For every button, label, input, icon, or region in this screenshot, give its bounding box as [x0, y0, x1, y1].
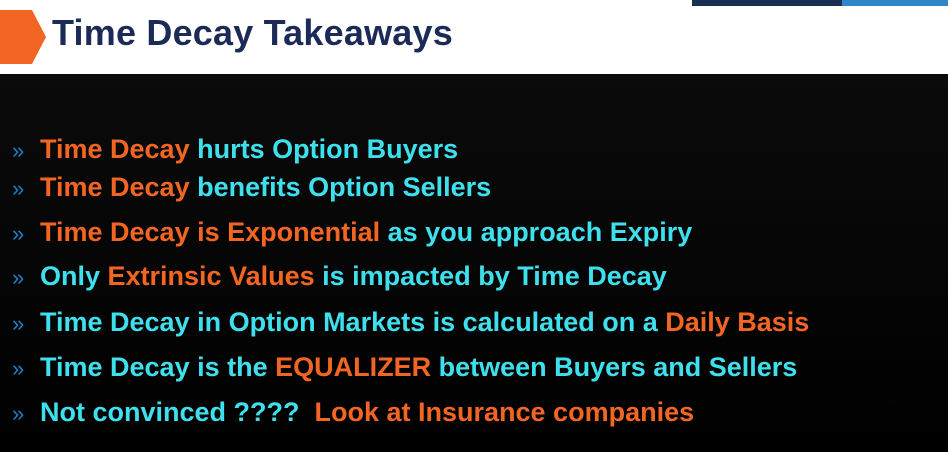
takeaway-text: Not convinced ????: [40, 397, 315, 427]
takeaway-text: Only: [40, 261, 108, 291]
takeaway-text: Time Decay is the: [40, 352, 276, 382]
takeaway-item: » Time Decay is the EQUALIZER between Buy…: [12, 354, 797, 381]
bullet-marker-icon: »: [12, 311, 25, 336]
bullet-marker-icon: »: [12, 138, 25, 163]
bullet-marker-icon: »: [12, 356, 25, 381]
takeaway-text: hurts Option Buyers: [189, 134, 459, 164]
bullet-marker-icon: »: [12, 221, 25, 246]
takeaway-text: EQUALIZER: [275, 352, 432, 382]
takeaway-text: Time Decay: [40, 134, 190, 164]
takeaway-text: between Buyers and Sellers: [431, 352, 798, 382]
takeaway-text: as you approach Expiry: [380, 217, 693, 247]
takeaway-item: » Time Decay benefits Option Sellers: [12, 174, 491, 201]
takeaway-item: » Only Extrinsic Values is impacted by Ti…: [12, 263, 667, 290]
bullet-marker-icon: »: [12, 265, 25, 290]
orange-arrow-icon: [0, 10, 46, 64]
takeaway-item: » Time Decay is Exponential as you approa…: [12, 219, 692, 246]
takeaway-text: Extrinsic Values: [107, 261, 315, 291]
takeaway-item: » Not convinced ???? Look at Insurance co…: [12, 399, 694, 426]
slide-body: » Time Decay hurts Option Buyers » Time Dec…: [0, 74, 948, 452]
logo-fragment: [692, 0, 948, 6]
page-title: Time Decay Takeaways: [52, 12, 453, 53]
takeaway-text: benefits Option Sellers: [189, 172, 492, 202]
takeaway-text: Time Decay in Option Markets is calculat…: [40, 307, 666, 337]
takeaway-text: Time Decay: [40, 172, 190, 202]
takeaway-item: » Time Decay hurts Option Buyers: [12, 136, 458, 163]
takeaway-text: Time Decay is Exponential: [40, 217, 381, 247]
bullet-marker-icon: »: [12, 176, 25, 201]
takeaway-text: Look at Insurance companies: [314, 397, 695, 427]
takeaway-item: » Time Decay in Option Markets is calcula…: [12, 309, 809, 336]
takeaway-text: is impacted by Time Decay: [314, 261, 667, 291]
bullet-marker-icon: »: [12, 401, 25, 426]
takeaway-text: Daily Basis: [665, 307, 810, 337]
slide-header: Time Decay Takeaways: [0, 0, 948, 74]
